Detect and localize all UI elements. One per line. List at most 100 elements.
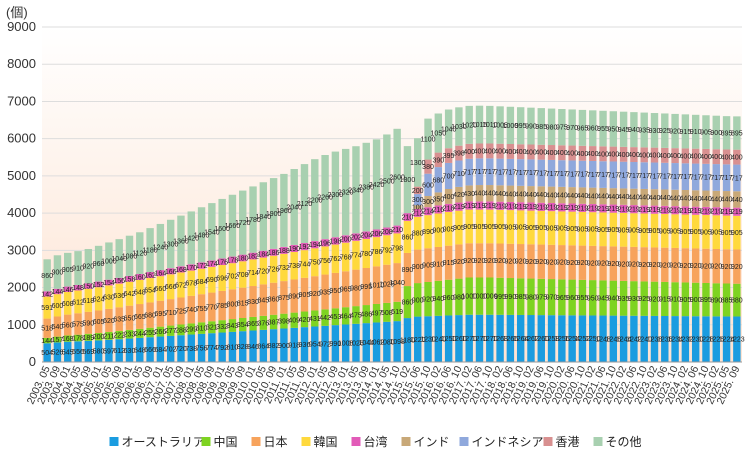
bar-segment (434, 246, 443, 281)
data-label: 400 (669, 153, 681, 160)
bar-segment (64, 252, 72, 287)
bar-segment (94, 281, 103, 288)
data-label: 1000 (461, 294, 477, 301)
data-label: 400 (443, 194, 455, 201)
data-label: 560 (62, 323, 74, 330)
data-label: 2200 (307, 198, 323, 205)
data-label: 440 (515, 192, 527, 199)
bar-segment (465, 314, 473, 362)
bar-segment (74, 313, 82, 335)
bar-segment (177, 272, 185, 298)
bar-segment (527, 159, 535, 187)
bar-segment (74, 284, 82, 291)
data-label: 717 (638, 173, 650, 180)
bar-segment (414, 205, 422, 209)
data-label: 160 (134, 274, 146, 281)
bar-segment (280, 246, 288, 254)
data-label: 980 (546, 124, 558, 131)
data-label: 717 (505, 170, 517, 177)
data-label: 170 (185, 265, 197, 272)
bar-segment (74, 341, 82, 362)
bar-segment (208, 260, 216, 267)
data-label: 846 (247, 344, 259, 351)
bar-segment (125, 281, 134, 306)
bar-segment (733, 249, 741, 284)
bar-segment (681, 248, 690, 283)
bar-segment (362, 268, 370, 306)
data-label: 1080 (379, 339, 395, 346)
bar-segment (424, 248, 432, 282)
data-label: 930 (628, 296, 640, 303)
data-label: 717 (525, 170, 537, 177)
data-label: 1232 (678, 337, 694, 344)
y-axis-label: (個) (6, 5, 28, 20)
legend-item: 韓国 (314, 435, 338, 449)
bar-segment (444, 162, 453, 189)
legend-item: インド (414, 435, 450, 449)
bar-segment (681, 114, 690, 149)
bar-segment (671, 148, 679, 164)
data-label: 1840 (256, 214, 272, 221)
bar-segment (537, 210, 545, 245)
y-tick-label: 9000 (7, 19, 36, 34)
data-label: 680 (432, 177, 444, 184)
data-label: 400 (535, 150, 547, 157)
bar-segment (630, 281, 638, 316)
data-label: 440 (649, 195, 661, 202)
bar-segment (372, 303, 381, 323)
bar-segment (609, 146, 618, 162)
bar-segment (146, 337, 154, 362)
bar-segment (558, 245, 566, 280)
bar-segment (475, 201, 484, 210)
bar-segment (53, 336, 62, 343)
data-label: 332 (216, 324, 228, 331)
data-label: 219 (721, 209, 733, 216)
bar-segment (465, 158, 473, 186)
bar-segment (84, 333, 93, 341)
bar-segment (681, 206, 690, 215)
data-label: 1000 (472, 294, 488, 301)
data-label: 440 (721, 197, 733, 204)
bar-segment (722, 149, 731, 165)
data-label: 954 (309, 342, 321, 349)
data-label: 940 (607, 296, 619, 303)
bar-segment (661, 205, 669, 215)
data-label: 980 (350, 285, 362, 292)
bar-segment (187, 334, 195, 362)
bar-segment (84, 340, 93, 362)
bar-segment (218, 320, 226, 333)
bar-segment (486, 105, 494, 144)
data-label: 1250 (585, 336, 601, 343)
bar-segment (712, 207, 720, 216)
data-label: 1000 (482, 294, 498, 301)
bar-segment (702, 282, 710, 317)
bar-segment (187, 264, 195, 271)
bar-segment (414, 208, 422, 217)
bar-segment (74, 290, 82, 314)
bar-segment (589, 245, 597, 281)
bar-segment (537, 278, 545, 316)
bar-segment (496, 201, 504, 210)
data-label: 1015 (472, 122, 488, 129)
bar-segment (311, 310, 319, 327)
bar-segment (136, 304, 144, 329)
data-label: 146 (62, 287, 74, 294)
bar-segment (414, 138, 422, 187)
bar-segment (506, 243, 515, 279)
data-label: 222 (113, 333, 125, 340)
bar-segment (84, 288, 93, 312)
data-label: 920 (515, 259, 527, 266)
data-label: 920 (577, 260, 589, 267)
bar-segment (465, 209, 473, 244)
bar-segment (661, 147, 669, 163)
bar-segment (537, 144, 545, 160)
bar-segment (496, 143, 504, 159)
data-label: 152 (93, 282, 105, 289)
data-label: 695 (155, 311, 167, 318)
bar-segment (691, 163, 700, 191)
data-label: 144 (52, 289, 64, 296)
data-label: 890 (288, 294, 300, 301)
bar-segment (208, 321, 216, 334)
data-label: 1268 (492, 336, 508, 343)
bar-segment (486, 185, 494, 202)
